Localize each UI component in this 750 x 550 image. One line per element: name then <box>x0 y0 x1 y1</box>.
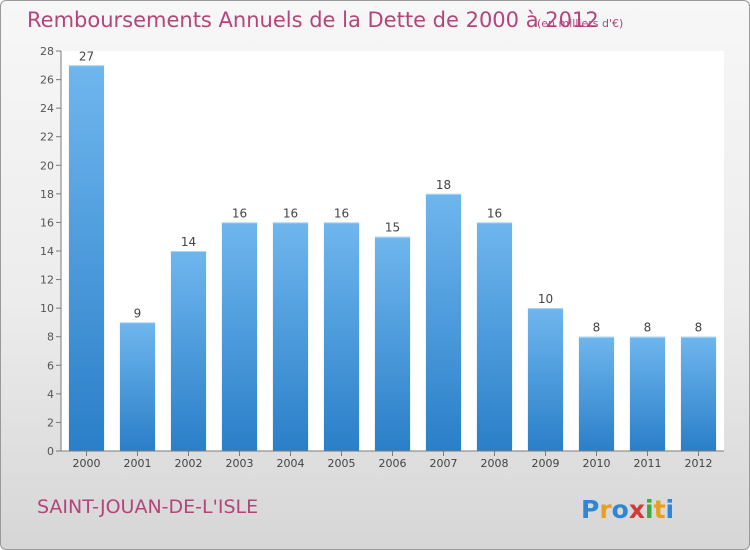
bar-value-label: 15 <box>385 221 400 235</box>
bar-value-label: 27 <box>79 49 94 63</box>
bar-value-label: 8 <box>644 321 652 335</box>
bar-2008 <box>476 222 513 451</box>
y-tick-label: 0 <box>47 445 54 458</box>
y-tick-label: 6 <box>47 359 54 372</box>
x-tick-label: 2012 <box>685 457 713 470</box>
bar-value-label: 16 <box>334 206 349 220</box>
bar-2001 <box>119 322 156 451</box>
y-tick-label: 28 <box>40 45 54 58</box>
y-tick-label: 24 <box>40 102 54 115</box>
x-tick-label: 2009 <box>532 457 560 470</box>
bars-group: 27 9 14 16 16 16 15 18 16 10 8 8 8 <box>68 49 717 452</box>
bar-value-label: 10 <box>538 292 553 306</box>
x-tick-label: 2011 <box>634 457 662 470</box>
bar-2011 <box>629 336 666 451</box>
bar-2004 <box>272 222 309 451</box>
unit-label: (en milliers d'€) <box>537 17 624 30</box>
bar-value-label: 8 <box>695 321 703 335</box>
bar-2005 <box>323 222 360 451</box>
y-tick-label: 16 <box>40 216 54 229</box>
y-tick-label: 22 <box>40 131 54 144</box>
proxiti-logo: Proxiti <box>581 495 674 524</box>
y-tick-label: 12 <box>40 274 54 287</box>
x-tick-label: 2003 <box>226 457 254 470</box>
bar-value-label: 16 <box>232 206 247 220</box>
x-axis: 2000 2001 2002 2003 2004 2005 2006 2007 2008 2009… <box>61 450 724 470</box>
x-tick-label: 2001 <box>124 457 152 470</box>
bar-2006 <box>374 236 411 451</box>
y-tick-label: 14 <box>40 245 54 258</box>
y-tick-label: 10 <box>40 302 54 315</box>
bar-value-label: 18 <box>436 178 451 192</box>
x-tick-label: 2000 <box>73 457 101 470</box>
bar-2010 <box>578 336 615 451</box>
chart-title: Remboursements Annuels de la Dette de 20… <box>27 8 599 32</box>
x-tick-label: 2004 <box>277 457 305 470</box>
bar-value-label: 8 <box>593 321 601 335</box>
bar-value-label: 14 <box>181 235 196 249</box>
bar-2012 <box>680 336 717 451</box>
y-tick-label: 8 <box>47 331 54 344</box>
x-tick-label: 2005 <box>328 457 356 470</box>
bar-2000 <box>68 65 105 452</box>
x-tick-label: 2010 <box>583 457 611 470</box>
y-tick-label: 4 <box>47 388 54 401</box>
bar-2009 <box>527 308 564 451</box>
bar-2002 <box>170 251 207 451</box>
y-tick-label: 18 <box>40 188 54 201</box>
bar-2003 <box>221 222 258 451</box>
commune-name: SAINT-JOUAN-DE-L'ISLE <box>37 496 259 518</box>
x-tick-label: 2007 <box>430 457 458 470</box>
x-tick-label: 2008 <box>481 457 509 470</box>
bar-value-label: 9 <box>134 306 142 320</box>
y-tick-label: 26 <box>40 74 54 87</box>
y-tick-label: 20 <box>40 159 54 172</box>
bar-value-label: 16 <box>283 206 298 220</box>
bar-2007 <box>425 193 462 451</box>
x-tick-label: 2006 <box>379 457 407 470</box>
x-tick-label: 2002 <box>175 457 203 470</box>
svg-text:Proxiti: Proxiti <box>581 495 674 524</box>
y-tick-label: 2 <box>47 416 54 429</box>
bar-value-label: 16 <box>487 206 502 220</box>
